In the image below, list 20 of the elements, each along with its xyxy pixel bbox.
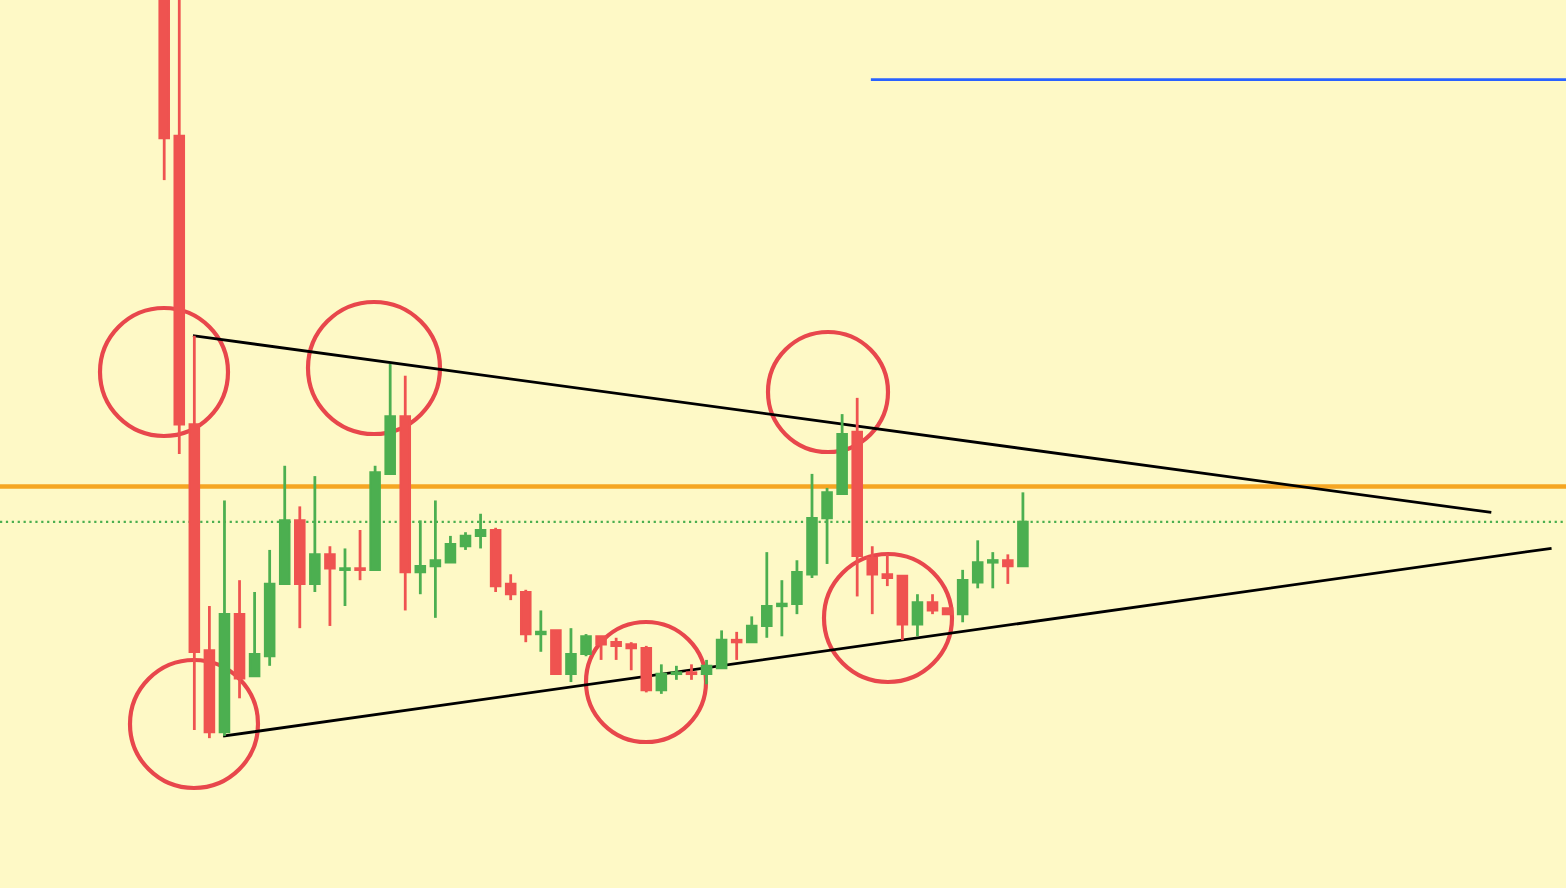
candlestick <box>504 572 517 602</box>
candlestick <box>655 662 668 696</box>
candlestick <box>956 568 969 624</box>
candlestick <box>715 628 728 670</box>
candlestick <box>324 544 336 628</box>
candlestick <box>926 592 939 616</box>
candlestick <box>550 629 562 676</box>
candlestick <box>519 588 532 644</box>
candlestick <box>700 658 713 686</box>
candlestick <box>354 528 366 582</box>
candlestick <box>248 590 261 678</box>
candlestick <box>1002 552 1014 586</box>
candlestick <box>987 550 999 590</box>
candlestick <box>535 609 547 654</box>
candlestick <box>339 547 351 608</box>
candlestick <box>444 534 457 564</box>
candlestick <box>971 538 984 590</box>
candlestick <box>911 592 924 638</box>
candlestick <box>730 630 743 662</box>
candlestick <box>640 644 653 694</box>
